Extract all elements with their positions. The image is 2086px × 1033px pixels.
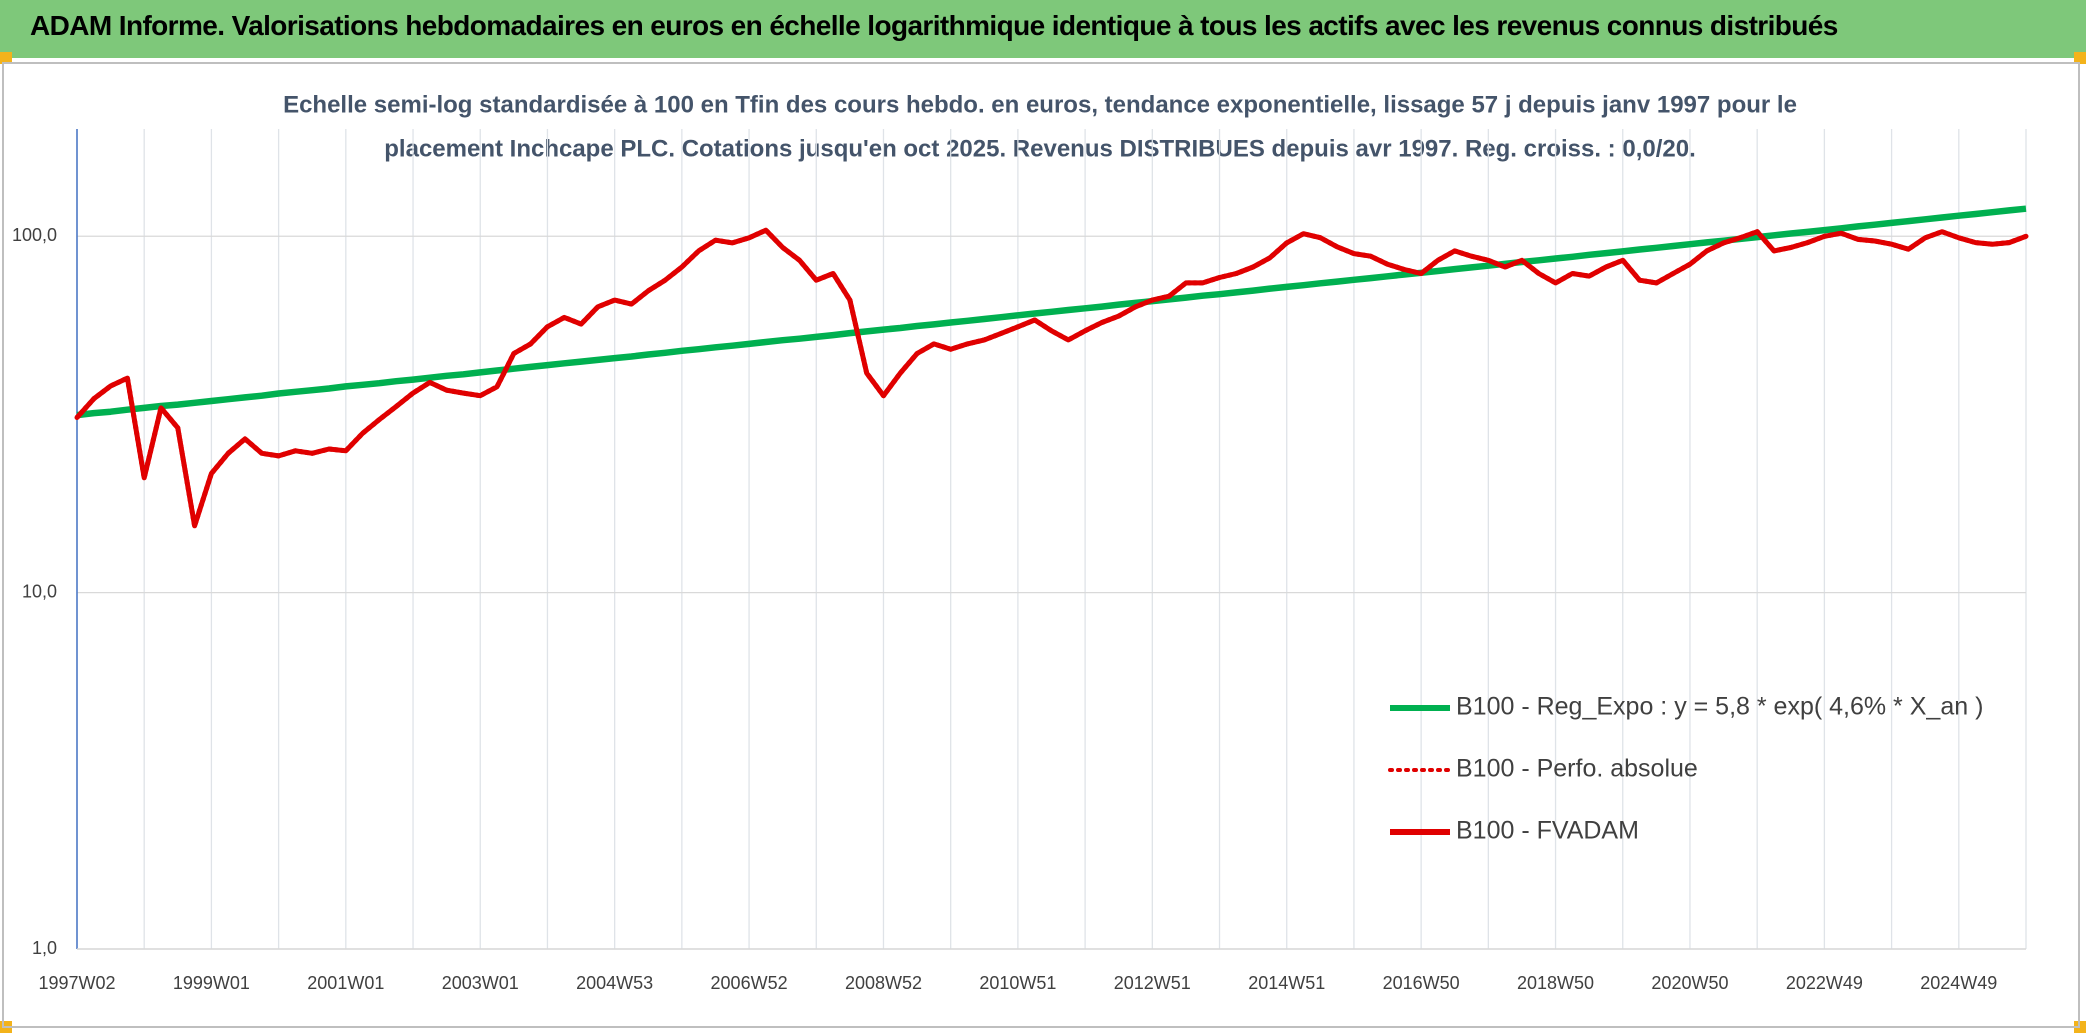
x-tick-label: 1997W02: [38, 973, 115, 993]
x-tick-label: 2024W49: [1920, 973, 1997, 993]
series-line: [75, 227, 2027, 529]
x-tick-label: 2018W50: [1517, 973, 1594, 993]
x-tick-label: 2010W51: [979, 973, 1056, 993]
x-tick-label: 2016W50: [1383, 973, 1460, 993]
x-tick-label: 2008W52: [845, 973, 922, 993]
series-line: [76, 205, 2027, 419]
x-tick-label: 2006W52: [711, 973, 788, 993]
y-tick-label: 100,0: [12, 225, 57, 245]
legend-label: B100 - Reg_Expo : y = 5,8 * exp( 4,6% * …: [1456, 693, 1983, 721]
legend-label: B100 - Perfo. absolue: [1456, 755, 1698, 783]
x-tick-label: 2003W01: [442, 973, 519, 993]
chart-frame: [2, 62, 2080, 1028]
x-tick-label: 2001W01: [307, 973, 384, 993]
header: ADAM Informe. Valorisations hebdomadaire…: [0, 0, 2086, 58]
x-tick-label: 2012W51: [1114, 973, 1191, 993]
y-tick-label: 1,0: [32, 938, 57, 958]
x-tick-label: 2022W49: [1786, 973, 1863, 993]
y-tick-label: 10,0: [22, 581, 57, 601]
corner-mark: [0, 52, 12, 64]
chart-subtitle: placement Inchcape PLC. Cotations jusqu'…: [384, 135, 1695, 162]
header-title: ADAM Informe. Valorisations hebdomadaire…: [30, 10, 1838, 41]
x-tick-label: 1999W01: [173, 973, 250, 993]
legend-label: B100 - FVADAM: [1456, 817, 1639, 845]
corner-mark: [2074, 52, 2086, 64]
x-tick-label: 2014W51: [1248, 973, 1325, 993]
chart-subtitle: Echelle semi-log standardisée à 100 en T…: [283, 91, 1797, 118]
series-line: [74, 227, 2029, 529]
x-tick-label: 2020W50: [1651, 973, 1728, 993]
x-tick-label: 2004W53: [576, 973, 653, 993]
corner-mark: [2074, 1021, 2086, 1033]
